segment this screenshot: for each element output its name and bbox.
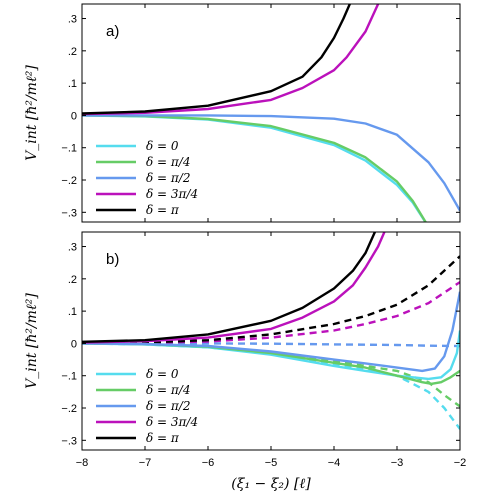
- panel-a-legend-label: δ = π/4: [146, 155, 190, 169]
- panel-b-x-tick-label: −2: [454, 457, 467, 469]
- panel-a-y-tick-label: 0: [71, 110, 77, 122]
- panel-b-label: b): [106, 251, 119, 268]
- panel-a-legend: δ = 0 δ = π/4 δ = π/2 δ = 3π/4 δ = π: [96, 139, 198, 217]
- panel-b-series-dashed-6: [82, 342, 460, 408]
- panel-b-series-line-0: [82, 330, 460, 381]
- panel-b-x-tick-label: −5: [265, 457, 278, 469]
- panel-b-x-tick-label: −6: [202, 457, 215, 469]
- panel-b-x-tick-label: −3: [391, 457, 404, 469]
- panel-b-series-dashed-9: [82, 255, 460, 345]
- panel-a-y-tick-label: −.3: [61, 207, 77, 219]
- panel-b-y-tick-label: .3: [68, 242, 77, 254]
- panel-b-y-tick-label: 0: [71, 338, 77, 350]
- panel-b-series-dashed-8: [82, 281, 460, 345]
- panel-b-series-line-4: [82, 232, 376, 343]
- panel-b-y-tick-label: .1: [68, 306, 77, 318]
- panel-a-series-line-1: [82, 114, 427, 222]
- panel-a-series-line-4: [82, 4, 351, 115]
- panel-a-legend-label: δ = π/2: [146, 171, 190, 185]
- panel-b-y-tick-label: −.1: [61, 371, 77, 383]
- panel-a-series-group: [82, 4, 460, 222]
- panel-b-y-tick-label: −.2: [61, 403, 77, 415]
- panel-a-series-line-3: [82, 4, 380, 116]
- panel-b-y-tick-label: −.3: [61, 435, 77, 447]
- panel-a-label: a): [106, 23, 119, 40]
- panel-a-legend-label: δ = 3π/4: [146, 187, 198, 201]
- panel-b-legend-label: δ = 3π/4: [146, 415, 198, 429]
- panel-b-y-axis-label: V_int [ħ²/mℓ²]: [24, 293, 40, 389]
- panel-b-series-line-3: [82, 232, 386, 344]
- panel-b-legend-label: δ = π: [146, 431, 180, 445]
- panel-b-x-tick-label: −4: [328, 457, 341, 469]
- panel-a-plot: −.3−.2−.10.1.2.3a)V_int [ħ²/mℓ²] δ = 0δ =…: [24, 3, 461, 223]
- panel-a-y-tick-label: .2: [68, 46, 77, 58]
- panel-b-plot: −8 −7 −6 −5 −4 −3 −2 −.3 −.2 −.1 0 .1 .2 .3 b) V_int [ħ…: [24, 231, 467, 492]
- panel-b-x-axis-label: (ξ₁ − ξ₂) [ℓ]: [231, 476, 311, 492]
- panel-a-legend-label: δ = 0: [146, 139, 179, 153]
- panel-b-x-tick-label: −8: [76, 457, 89, 469]
- panel-b-legend-label: δ = π/4: [146, 383, 190, 397]
- panel-b-legend-label: δ = 0: [146, 367, 179, 381]
- panel-b-series-line-2: [82, 291, 460, 373]
- panel-b-series-dashed-5: [82, 342, 460, 430]
- panel-b-legend-label: δ = π/2: [146, 399, 190, 413]
- panel-b-series-dashed-7: [82, 342, 460, 348]
- panel-b-series-group: [82, 232, 460, 430]
- panel-a-y-tick-label: .1: [68, 78, 77, 90]
- panel-b-legend: δ = 0 δ = π/4 δ = π/2 δ = 3π/4 δ = π: [96, 367, 198, 445]
- panel-a-series-line-2: [82, 114, 460, 212]
- panel-b-y-tick-label: .2: [68, 274, 77, 286]
- panel-b-series-line-1: [82, 342, 460, 385]
- panel-a-y-tick-label: −.2: [61, 175, 77, 187]
- panel-b-x-tick-label: −7: [139, 457, 152, 469]
- panel-a-y-tick-label: .3: [68, 14, 77, 26]
- panel-a-legend-label: δ = π: [146, 203, 180, 217]
- panel-a-y-axis-label: V_int [ħ²/mℓ²]: [24, 65, 40, 161]
- panel-a-y-tick-label: −.1: [61, 143, 77, 155]
